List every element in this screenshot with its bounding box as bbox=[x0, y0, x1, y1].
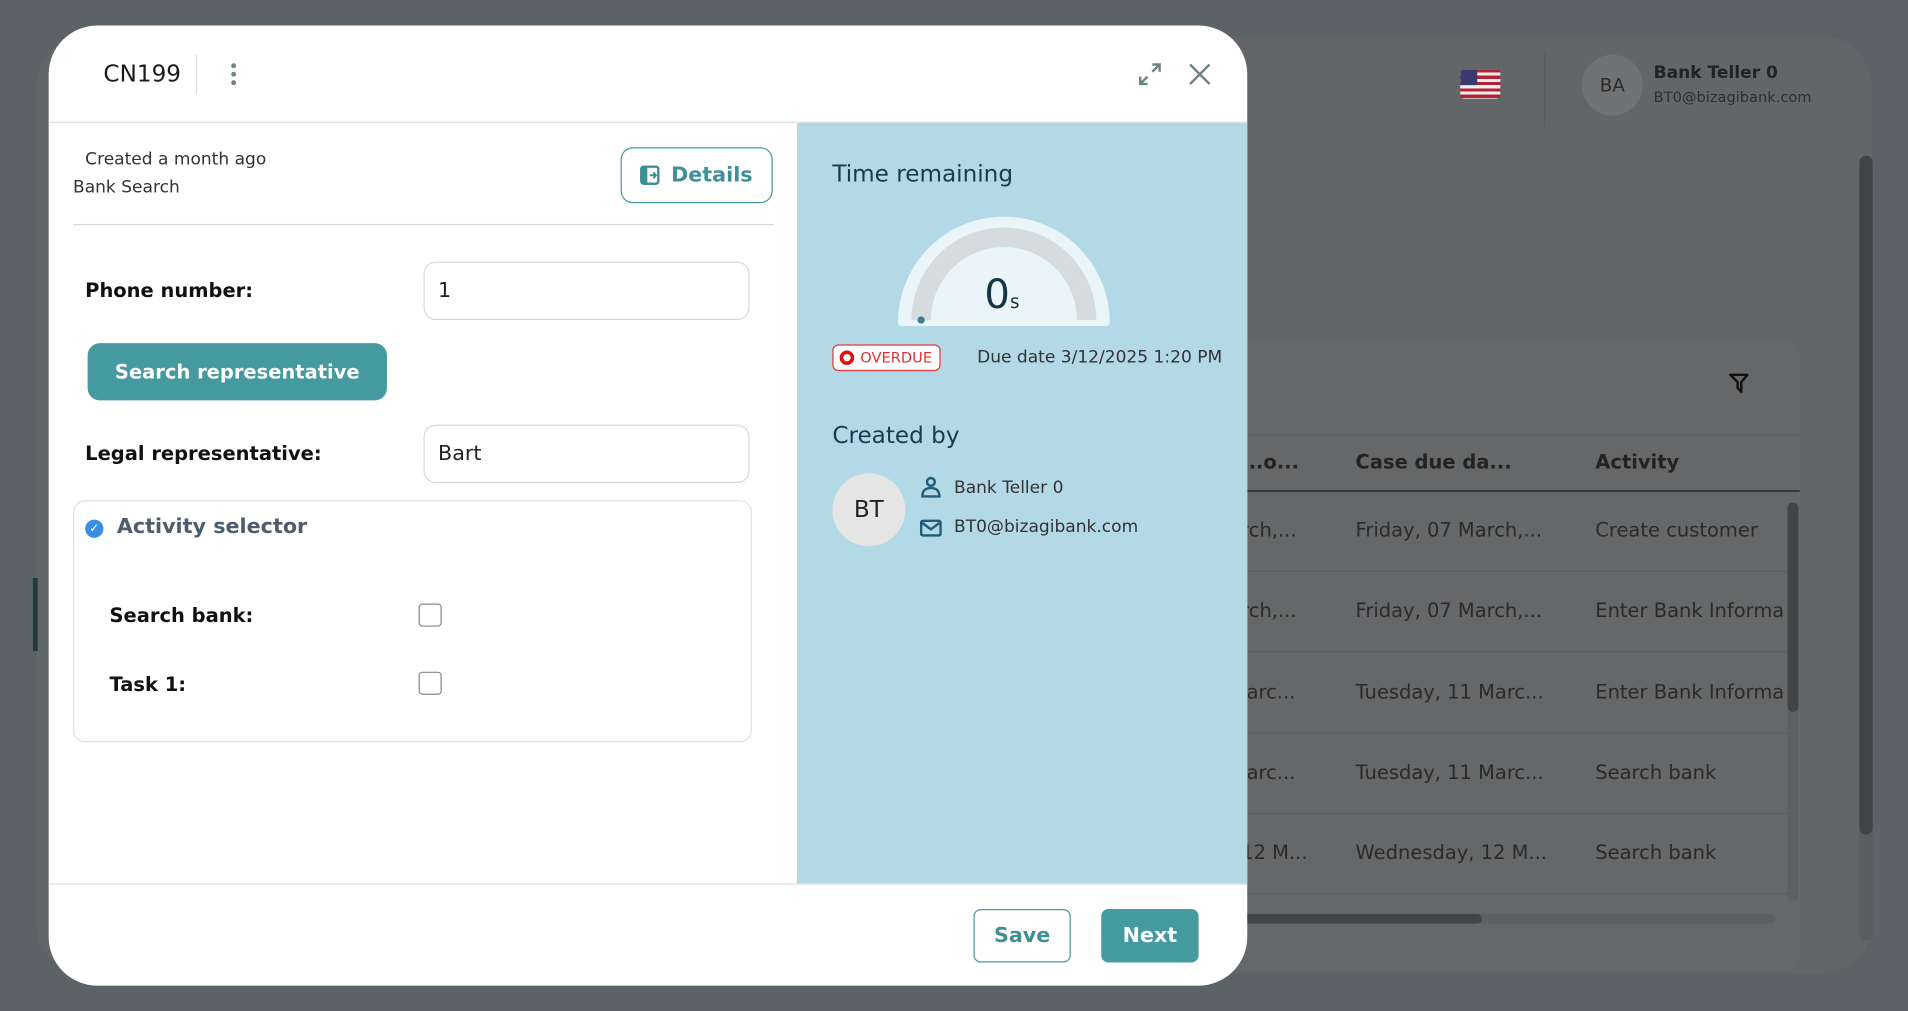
gauge-progress-marker bbox=[917, 316, 925, 324]
phone-number-label: Phone number: bbox=[85, 278, 254, 302]
user-icon bbox=[921, 476, 941, 498]
search-bank-label: Search bank: bbox=[109, 603, 254, 627]
table-cell: Wednesday, 12 M... bbox=[1355, 841, 1547, 865]
legal-representative-label: Legal representative: bbox=[85, 441, 322, 465]
header-divider bbox=[195, 54, 198, 94]
created-by-title: Created by bbox=[832, 422, 960, 450]
column-header-case-due-date[interactable]: Case due da... bbox=[1355, 450, 1512, 474]
task-1-checkbox[interactable] bbox=[418, 671, 442, 695]
table-cell: larc... bbox=[1241, 679, 1296, 703]
form-pane: Created a month ago Bank Search Details … bbox=[49, 123, 797, 884]
grid-header-line bbox=[1216, 490, 1800, 492]
filter-icon[interactable] bbox=[1728, 372, 1750, 400]
modal-footer: Save Next bbox=[48, 883, 1248, 985]
table-cell: Search bank bbox=[1595, 841, 1717, 865]
more-options-icon[interactable] bbox=[225, 60, 242, 89]
table-cell: Friday, 07 March,... bbox=[1355, 518, 1543, 542]
next-button[interactable]: Next bbox=[1101, 908, 1199, 963]
case-modal: CN199 Created a month ago Bank Search De… bbox=[48, 25, 1248, 986]
grid-horizontal-scrollbar[interactable] bbox=[1216, 913, 1776, 924]
table-cell: Tuesday, 11 Marc... bbox=[1355, 760, 1544, 784]
page-scrollbar-thumb[interactable] bbox=[1859, 155, 1873, 835]
time-gauge bbox=[898, 216, 1110, 327]
cases-grid bbox=[1216, 338, 1801, 972]
process-name: Bank Search bbox=[73, 177, 180, 198]
overdue-icon bbox=[839, 350, 855, 366]
overdue-label: OVERDUE bbox=[860, 349, 933, 367]
grid-divider bbox=[1216, 434, 1800, 436]
table-cell: Enter Bank Informa bbox=[1595, 679, 1785, 703]
table-cell: Friday, 07 March,... bbox=[1355, 599, 1543, 623]
case-info-pane: Time remaining 0s OVERDUE Due date 3/12/… bbox=[797, 122, 1248, 884]
table-cell: rch,... bbox=[1241, 599, 1297, 623]
creator-avatar: BT bbox=[832, 473, 906, 547]
legal-representative-input[interactable] bbox=[423, 424, 750, 484]
table-row[interactable]: larc... Tuesday, 11 Marc... Search bank bbox=[1216, 734, 1789, 814]
creator-email: BT0@bizagibank.com bbox=[954, 517, 1139, 537]
search-representative-button[interactable]: Search representative bbox=[87, 343, 387, 401]
close-icon[interactable] bbox=[1185, 60, 1214, 89]
task-1-label: Task 1: bbox=[109, 672, 187, 697]
overdue-badge: OVERDUE bbox=[832, 344, 941, 372]
sidebar-edge bbox=[32, 577, 38, 652]
us-flag-icon[interactable] bbox=[1460, 69, 1501, 99]
modal-header: CN199 bbox=[48, 26, 1248, 123]
table-cell: Create customer bbox=[1595, 518, 1758, 542]
time-value: 0 bbox=[984, 270, 1010, 318]
details-button[interactable]: Details bbox=[620, 147, 773, 204]
case-number: CN199 bbox=[103, 60, 182, 88]
save-button[interactable]: Save bbox=[973, 908, 1071, 963]
user-email: BT0@bizagibank.com bbox=[1653, 88, 1812, 106]
details-label: Details bbox=[671, 163, 753, 188]
activity-selector-group: ✓ Activity selector Search bank: Task 1: bbox=[73, 500, 753, 743]
table-cell: 12 M... bbox=[1241, 841, 1308, 865]
table-cell: rch,... bbox=[1241, 518, 1297, 542]
activity-selector-title: Activity selector bbox=[116, 514, 308, 540]
grid-horizontal-scrollbar-thumb[interactable] bbox=[1216, 913, 1483, 924]
column-header-activity[interactable]: Activity bbox=[1595, 450, 1680, 474]
user-name: Bank Teller 0 bbox=[1653, 63, 1778, 83]
time-unit: s bbox=[1009, 290, 1020, 313]
table-row[interactable]: 12 M... Wednesday, 12 M... Search bank bbox=[1216, 814, 1789, 895]
time-remaining-title: Time remaining bbox=[832, 160, 1014, 188]
creator-name: Bank Teller 0 bbox=[954, 478, 1064, 498]
table-cell: Enter Bank Informa bbox=[1595, 599, 1785, 623]
table-row[interactable]: larc... Tuesday, 11 Marc... Enter Bank Inf… bbox=[1216, 653, 1789, 734]
column-header[interactable]: ...o... bbox=[1241, 450, 1299, 474]
details-panel-icon bbox=[640, 165, 661, 185]
header-divider bbox=[1544, 51, 1546, 127]
email-icon bbox=[919, 519, 942, 537]
phone-number-input[interactable] bbox=[423, 261, 750, 321]
table-row[interactable]: rch,... Friday, 07 March,... Enter Bank In… bbox=[1216, 572, 1789, 653]
time-remaining-value: 0s bbox=[984, 270, 1019, 317]
table-cell: larc... bbox=[1241, 760, 1296, 784]
table-row[interactable]: rch,... Friday, 07 March,... Create custom… bbox=[1216, 492, 1789, 572]
divider bbox=[73, 223, 774, 226]
table-cell: Tuesday, 11 Marc... bbox=[1355, 679, 1544, 703]
check-circle-icon: ✓ bbox=[85, 519, 104, 538]
due-date: Due date 3/12/2025 1:20 PM bbox=[977, 348, 1223, 368]
expand-icon[interactable] bbox=[1137, 61, 1164, 88]
search-bank-checkbox[interactable] bbox=[418, 603, 442, 627]
created-time: Created a month ago bbox=[85, 149, 267, 170]
table-cell: Search bank bbox=[1595, 760, 1717, 784]
grid-vertical-scrollbar-thumb[interactable] bbox=[1787, 502, 1799, 712]
user-avatar[interactable]: BA bbox=[1581, 54, 1643, 116]
